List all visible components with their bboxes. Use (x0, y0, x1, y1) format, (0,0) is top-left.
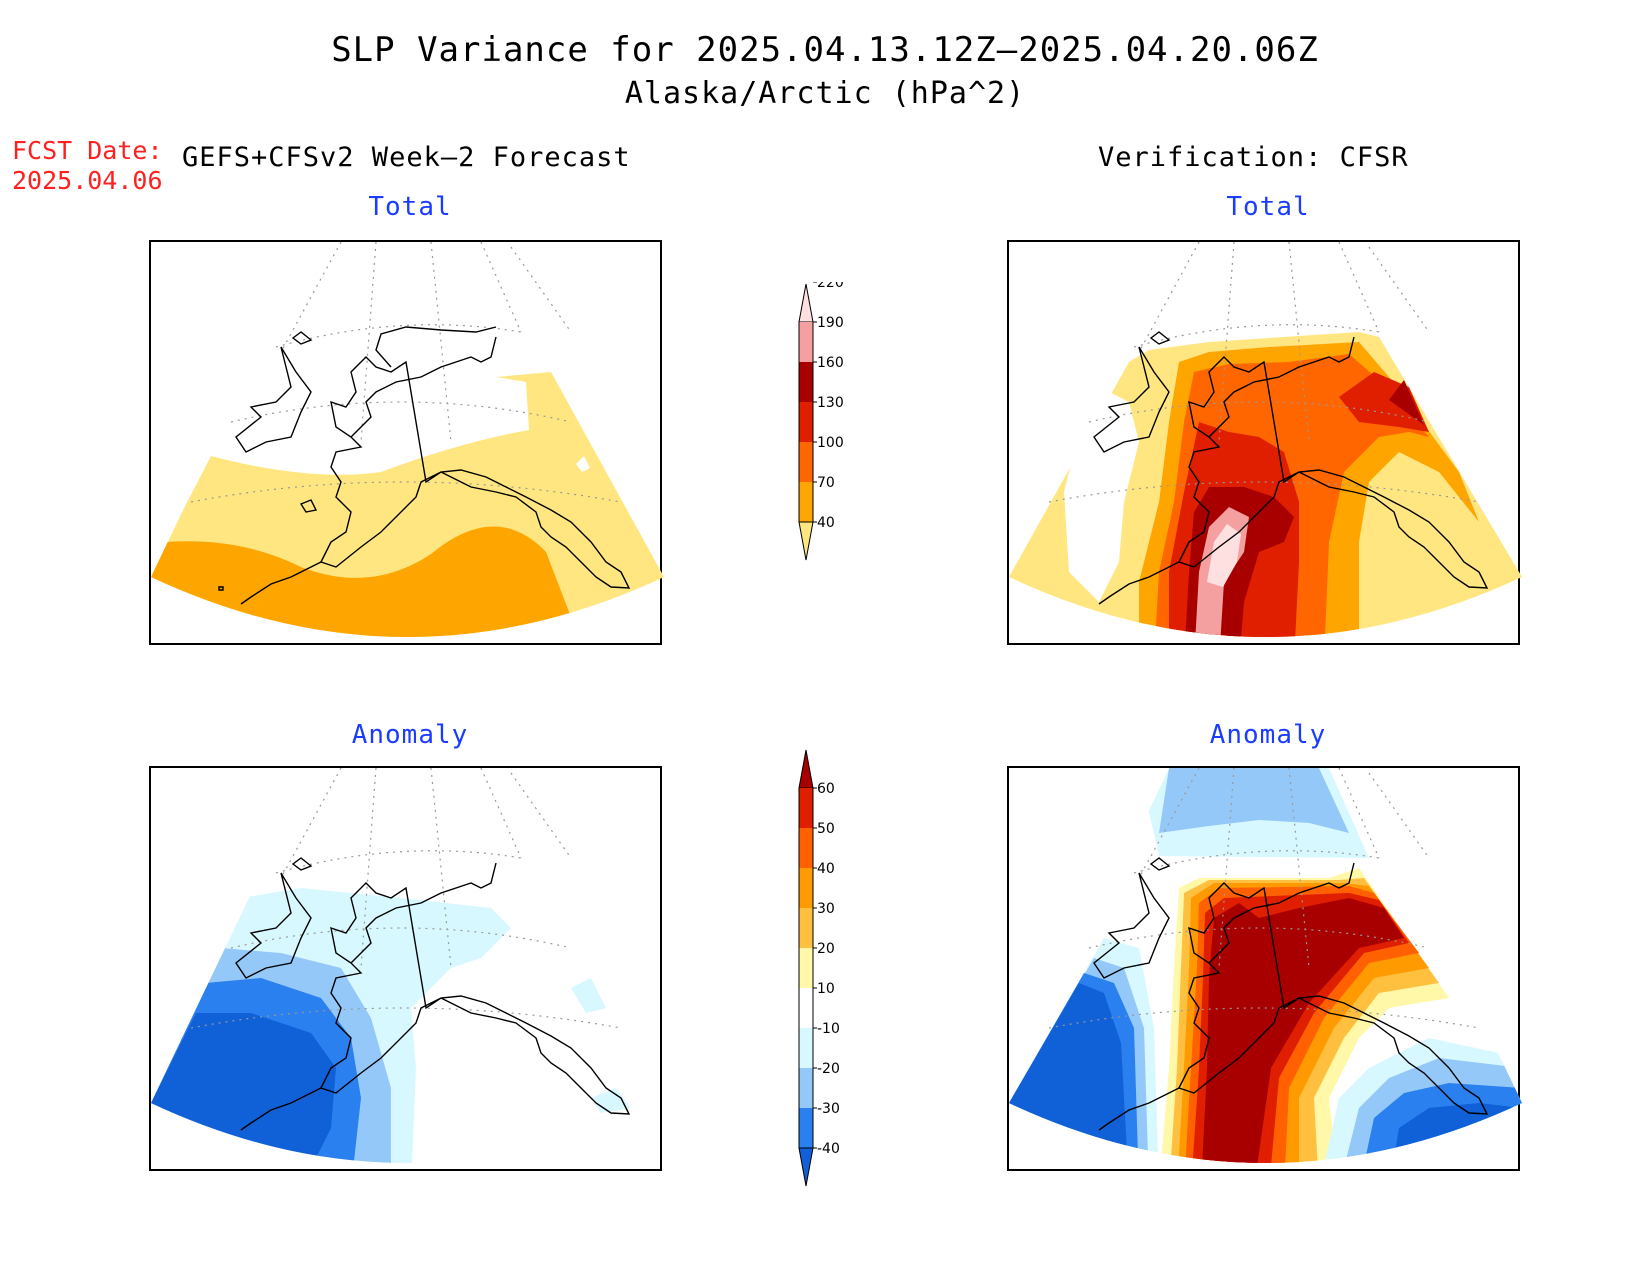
fcst-date-value: 2025.04.06 (12, 166, 163, 195)
verification-anomaly-map (1007, 766, 1522, 1171)
total-colorbar-box (799, 442, 813, 482)
chart-subtitle: Alaska/Arctic (hPa^2) (624, 76, 1026, 111)
total-colorbar-box (799, 482, 813, 522)
total-colorbar-box (799, 362, 813, 402)
shade-220-up (1207, 524, 1241, 587)
forecast-anomaly-title: Anomaly (351, 720, 469, 750)
alaska-coastline (1093, 857, 1489, 1131)
anomaly-colorbar-tick-label: 40 (817, 861, 835, 877)
verification-total-title: Total (1226, 192, 1310, 222)
total-colorbar-tick-label: 160 (817, 355, 844, 371)
total-colorbar-tick-label: 130 (817, 395, 844, 411)
anomaly-colorbar-box (799, 828, 813, 868)
anomaly-colorbar-box (799, 1068, 813, 1108)
anomaly-colorbar-tick-label: 20 (817, 941, 835, 957)
anomaly-colorbar-box (799, 1108, 813, 1148)
shade-160-190 (1184, 380, 1424, 637)
anomaly-colorbar-tick-label: -40 (817, 1141, 840, 1157)
fcst-date-label: FCST Date: (12, 136, 163, 165)
anomaly-colorbar-tick-label: 30 (817, 901, 835, 917)
anomaly-colorbar-tick-label: -20 (817, 1061, 840, 1077)
anomaly-colorbar-tick-label: 60 (817, 781, 835, 797)
total-colorbar-tick-label: 70 (817, 475, 835, 491)
anomaly-colorbar-box (799, 908, 813, 948)
forecast-column-header: GEFS+CFSv2 Week–2 Forecast (182, 142, 631, 173)
anomaly-colorbar-tick-label: 50 (817, 821, 835, 837)
total-colorbar-box (799, 402, 813, 442)
anomaly-colorbar-tick-label: -10 (817, 1021, 840, 1037)
shade-below-minus40 (151, 1013, 336, 1163)
total-colorbar-tick-label: 190 (817, 315, 844, 331)
total-colorbar-tick-label: 220 (817, 282, 844, 291)
total-colorbar: 40 70 100 130 160 190 220 (798, 282, 844, 561)
anomaly-colorbar-tick-label: 10 (817, 981, 835, 997)
anomaly-colorbar-box (799, 988, 813, 1028)
anomaly-colorbar-box (799, 948, 813, 988)
total-colorbar-tick-label: 100 (817, 435, 844, 451)
verification-anomaly-title: Anomaly (1209, 720, 1327, 750)
anomaly-colorbar-tick-label: -30 (817, 1101, 840, 1117)
alaska-coastline (218, 326, 631, 605)
forecast-total-title: Total (368, 192, 452, 222)
anomaly-colorbar-box (799, 868, 813, 908)
shade-minus30-minus20-north (1159, 768, 1349, 833)
anomaly-colorbar-box (799, 788, 813, 828)
total-colorbar-box (799, 322, 813, 362)
anomaly-colorbar-box (799, 1028, 813, 1068)
alaska-coastline (235, 857, 631, 1131)
total-colorbar-top-cap (798, 283, 814, 323)
anomaly-colorbar: -40 -30 -20 -10 10 20 30 40 50 60 (798, 749, 840, 1187)
anomaly-colorbar-top-cap (798, 749, 814, 789)
chart-title: SLP Variance for 2025.04.13.12Z–2025.04.… (331, 30, 1319, 70)
anomaly-colorbar-bottom-cap (798, 1147, 814, 1187)
verification-total-map (1007, 240, 1522, 645)
shade-above-60 (1201, 898, 1404, 1163)
alaska-coastline (1093, 331, 1489, 605)
forecast-total-map (149, 240, 664, 645)
total-colorbar-bottom-cap (798, 521, 814, 561)
forecast-anomaly-map (149, 766, 662, 1171)
verification-column-header: Verification: CFSR (1098, 142, 1409, 173)
total-colorbar-tick-label: 40 (817, 515, 835, 531)
